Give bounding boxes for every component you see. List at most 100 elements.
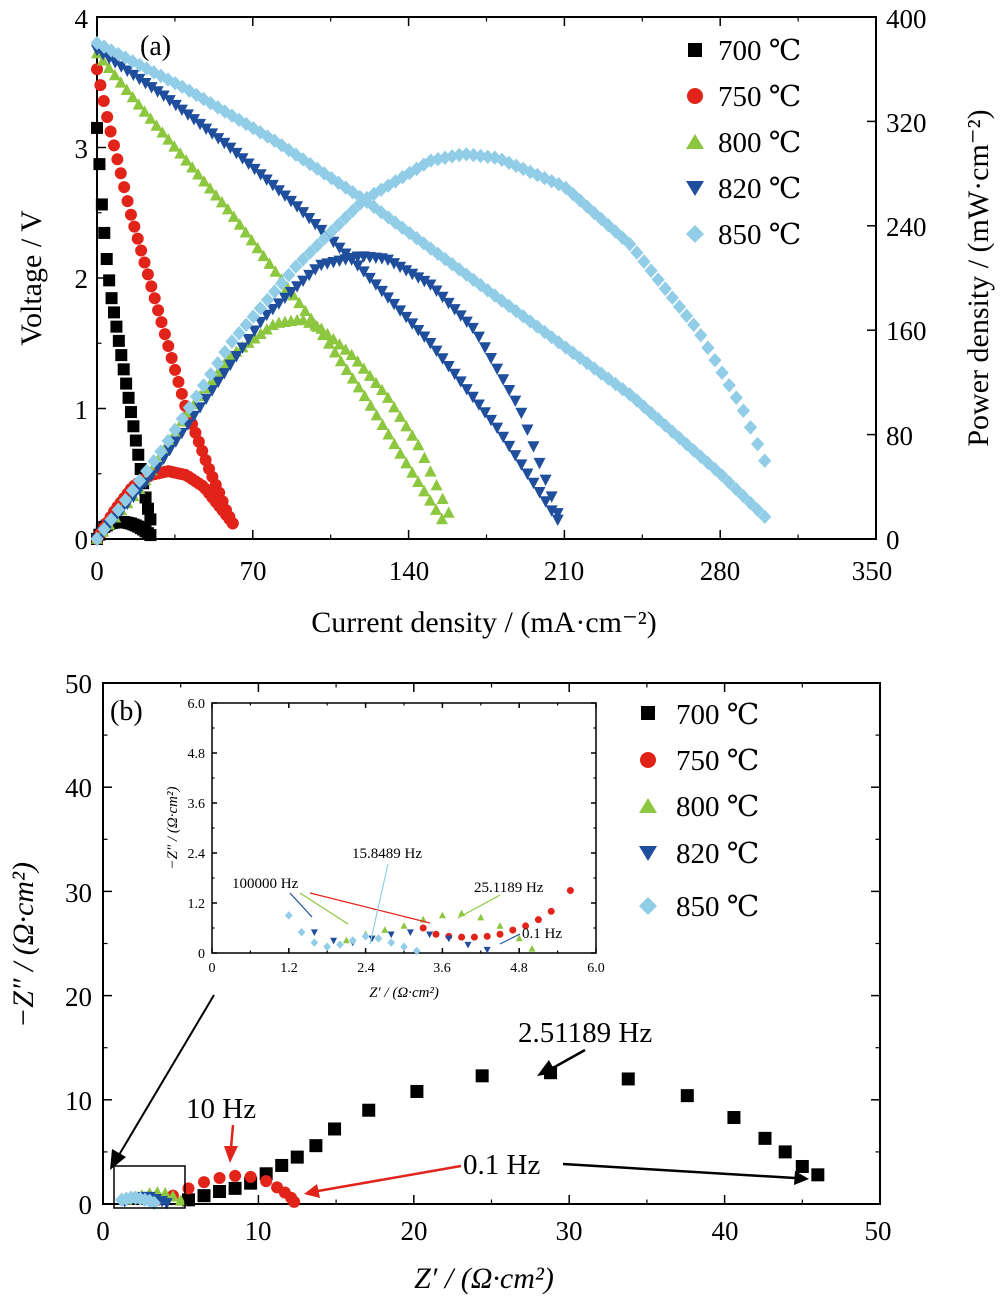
power-point-850 <box>289 259 303 274</box>
inset-point-800 <box>342 936 350 944</box>
voltage-point-800 <box>227 210 240 222</box>
inset-point-820 <box>330 937 338 945</box>
power-point-820 <box>297 275 310 287</box>
voltage-point-820 <box>412 324 425 337</box>
voltage-point-800 <box>156 126 169 138</box>
zoom-region-box <box>113 1165 186 1209</box>
voltage-point-800 <box>138 105 151 117</box>
inset-point-850 <box>323 942 332 951</box>
legend-label: 800 ℃ <box>676 791 759 823</box>
voltage-point-800 <box>406 466 419 478</box>
power-point-850 <box>644 263 658 278</box>
inset-arrow <box>299 892 349 925</box>
power-point-820 <box>206 385 219 397</box>
legend-label: 750 ℃ <box>676 745 759 777</box>
a-xtick-label: 350 <box>852 556 893 586</box>
voltage-point-820 <box>503 440 516 453</box>
b-ytick-label: 10 <box>65 1086 92 1116</box>
power-point-800 <box>254 327 267 339</box>
voltage-point-800 <box>209 189 222 201</box>
a-y2tick-label: 240 <box>886 212 927 242</box>
nyquist-point-750 <box>244 1170 257 1183</box>
voltage-point-820 <box>424 337 437 350</box>
voltage-point-700 <box>110 320 123 333</box>
voltage-point-820 <box>327 236 340 249</box>
nyquist-point-700 <box>778 1145 792 1159</box>
inset-annotation-100000hz: 100000 Hz <box>232 876 299 892</box>
inset-xtick-label: 6.0 <box>587 961 605 976</box>
voltage-point-850 <box>431 246 445 262</box>
inset-point-820 <box>426 931 434 939</box>
voltage-point-820 <box>357 266 370 278</box>
power-point-800 <box>418 451 431 464</box>
voltage-point-850 <box>751 502 765 518</box>
b-ytick-label: 20 <box>65 982 92 1012</box>
b-x-axis-title: Z′ / (Ω·cm²) <box>414 1262 554 1295</box>
voltage-point-700 <box>105 292 118 305</box>
voltage-point-820 <box>157 90 170 102</box>
legend-marker-850 <box>639 897 657 915</box>
power-point-820 <box>163 444 176 457</box>
power-point-850 <box>438 150 452 165</box>
nyquist-point-850 <box>147 1195 161 1211</box>
voltage-point-820 <box>248 163 261 176</box>
legend-marker-820 <box>686 181 704 196</box>
power-point-820 <box>394 261 407 274</box>
a-y2tick-label: 320 <box>886 108 927 138</box>
voltage-point-800 <box>120 83 133 95</box>
voltage-point-820 <box>133 73 146 86</box>
power-point-800 <box>321 327 334 340</box>
inset-point-820 <box>387 931 395 939</box>
voltage-point-820 <box>388 298 401 311</box>
power-point-800 <box>339 343 352 355</box>
inset-point-850 <box>400 942 408 951</box>
voltage-point-820 <box>515 459 528 471</box>
power-point-850 <box>431 151 445 167</box>
nyquist-point-700 <box>309 1139 323 1153</box>
voltage-point-820 <box>242 158 255 170</box>
power-point-820 <box>539 474 552 487</box>
voltage-point-820 <box>260 174 273 186</box>
inset-annotation-15-8489hz: 15.8489 Hz <box>352 846 422 862</box>
voltage-point-850 <box>722 475 736 490</box>
voltage-point-850 <box>729 482 743 497</box>
voltage-point-820 <box>291 201 304 213</box>
voltage-point-750 <box>107 139 120 152</box>
power-point-820 <box>472 331 485 344</box>
voltage-point-800 <box>358 389 371 402</box>
voltage-point-750 <box>148 292 161 305</box>
power-point-850 <box>175 411 189 426</box>
voltage-point-850 <box>211 100 225 115</box>
power-point-700 <box>144 529 157 542</box>
power-point-850 <box>154 444 168 459</box>
voltage-point-750 <box>172 375 185 388</box>
nyquist-point-800 <box>159 1186 172 1199</box>
b-ytick-label: 40 <box>65 773 92 803</box>
voltage-point-820 <box>394 305 407 317</box>
annotation-2-51189hz: 2.51189 Hz <box>518 1017 652 1049</box>
inset-point-850 <box>412 946 421 956</box>
voltage-point-700 <box>91 121 103 134</box>
voltage-point-750 <box>91 63 103 76</box>
power-point-850 <box>303 245 317 260</box>
voltage-point-850 <box>90 35 104 51</box>
legend-label: 850 ℃ <box>718 219 801 251</box>
power-point-850 <box>623 236 637 252</box>
legend-marker-750 <box>640 752 656 768</box>
inset-point-750 <box>522 922 530 930</box>
voltage-point-820 <box>163 95 176 107</box>
voltage-point-820 <box>230 147 243 160</box>
power-point-850 <box>381 178 395 193</box>
panel-a-data <box>90 35 772 547</box>
voltage-point-750 <box>169 363 182 376</box>
nyquist-point-700 <box>680 1089 694 1103</box>
panel-b-label: (b) <box>110 696 143 727</box>
legend-marker-820 <box>639 846 657 861</box>
voltage-point-820 <box>491 422 504 435</box>
power-point-850 <box>722 377 736 393</box>
power-point-820 <box>478 342 491 354</box>
power-point-800 <box>345 348 358 360</box>
voltage-point-850 <box>232 112 246 128</box>
voltage-point-850 <box>658 418 672 433</box>
legend-marker-700 <box>688 43 702 57</box>
